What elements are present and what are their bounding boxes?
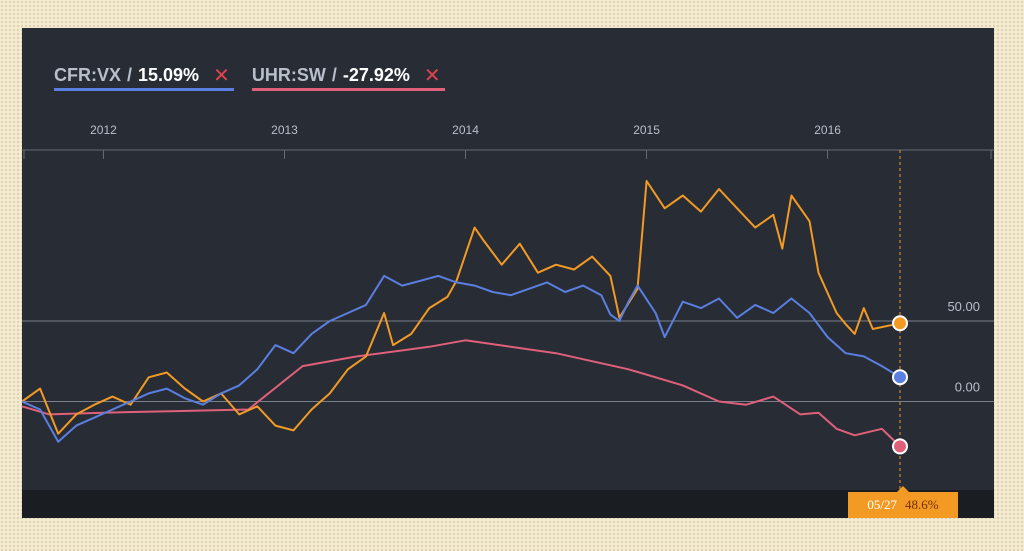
series-end-marker (892, 438, 908, 455)
y-tick-label: 0.00 (955, 379, 980, 394)
x-tick-label: 2015 (633, 123, 660, 137)
x-tick-label: 2014 (452, 123, 479, 137)
close-icon[interactable]: ✕ (213, 64, 230, 87)
legend-ticker: UHR:SW (251, 64, 326, 85)
timeline-bar[interactable] (22, 490, 994, 518)
series-end-marker (892, 315, 908, 332)
close-icon[interactable]: ✕ (423, 64, 441, 87)
series-end-marker (892, 369, 908, 386)
chart-plot: 2012 2013 2014 2015 2016 50.00 0.00 (22, 123, 994, 490)
series-line (22, 339, 901, 448)
legend-separator: / (331, 64, 337, 85)
legend-separator: / (127, 64, 133, 85)
legend-ticker: CFR:VX (54, 64, 121, 85)
legend-item-uhr[interactable]: UHR:SW / -27.92% ✕ (251, 62, 445, 91)
legend-change: 15.09% (138, 64, 200, 85)
legend-change: -27.92% (342, 64, 410, 85)
tooltip-date: 05/27 (867, 497, 898, 512)
series-line (22, 274, 901, 443)
legend-item-cfr[interactable]: CFR:VX / 15.09% ✕ (54, 62, 234, 91)
y-tick-label: 50.00 (947, 299, 980, 314)
legend: CFR:VX / 15.09% ✕ UHR:SW / -27.92% ✕ (54, 62, 445, 92)
x-tick-label: 2013 (271, 123, 298, 137)
hover-tooltip: 05/27 48.6% (848, 492, 958, 518)
tooltip-value: 48.6% (905, 497, 939, 512)
x-tick-label: 2016 (814, 123, 841, 137)
tooltip-arrow (897, 486, 909, 492)
series-line (22, 180, 901, 435)
chart-panel: 2012 2013 2014 2015 2016 50.00 0.00 CFR:VX / 1… (22, 28, 994, 518)
x-tick-label: 2012 (90, 123, 117, 137)
